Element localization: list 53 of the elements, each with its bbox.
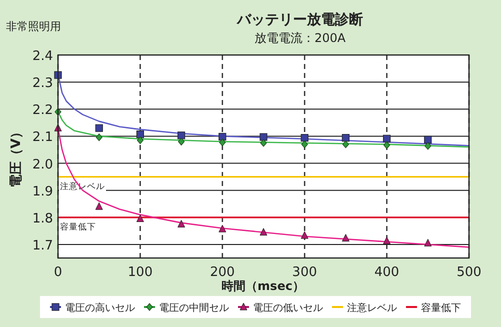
legend-label: 電圧の高いセル (65, 302, 135, 314)
legend-label: 電圧の低いセル (253, 303, 323, 314)
y-tick-label: 1.7 (32, 238, 53, 254)
x-tick-label: 300 (292, 265, 318, 280)
y-tick-label: 2.0 (32, 157, 53, 172)
point (218, 132, 226, 141)
x-tick-label: 100 (128, 265, 153, 280)
y-tick-label: 2.1 (32, 130, 53, 146)
point (383, 134, 391, 142)
point (178, 132, 186, 140)
y-tick-label: 1.8 (32, 211, 53, 226)
point (260, 133, 268, 141)
x-tick-label: 500 (456, 265, 482, 280)
point (300, 134, 308, 142)
text: 非常照明用 (6, 20, 61, 33)
point (424, 238, 432, 246)
x-tick-label: 200 (210, 265, 235, 280)
y-tick-label: 2.2 (32, 103, 53, 118)
point (342, 234, 350, 242)
y-axis-title: 電圧（V） (9, 125, 24, 188)
point (260, 139, 267, 147)
point (384, 141, 390, 149)
point (178, 220, 186, 228)
point (219, 138, 226, 146)
point (136, 130, 144, 138)
point (260, 228, 268, 236)
point (136, 136, 144, 144)
point (178, 138, 185, 146)
y-tick-label: 1.9 (32, 184, 53, 200)
point (95, 202, 103, 210)
point (342, 140, 349, 148)
y-tick-label: 2.3 (32, 76, 53, 92)
point (301, 140, 308, 148)
text: 容量低下 (60, 222, 96, 232)
chart-title: バッテリー放電診断 (236, 11, 363, 28)
point (424, 136, 432, 144)
legend-label: 電圧の中間セル (159, 302, 229, 314)
point (95, 124, 103, 132)
y-tick-label: 2.4 (32, 49, 53, 64)
point (424, 142, 432, 150)
x-axis-title: 時間（msec） (222, 279, 304, 293)
x-tick-label: 0 (54, 265, 62, 280)
point (96, 133, 102, 142)
point (218, 224, 226, 232)
point (383, 236, 391, 244)
point (342, 134, 350, 142)
point (300, 231, 308, 239)
chart-subtitle: 放電電流：200A (254, 31, 346, 45)
legend-label: 注意レベル (347, 302, 397, 314)
legend-label: 容量低下 (421, 302, 461, 314)
x-tick-label: 400 (374, 265, 400, 280)
point (136, 214, 144, 222)
point (54, 71, 62, 79)
